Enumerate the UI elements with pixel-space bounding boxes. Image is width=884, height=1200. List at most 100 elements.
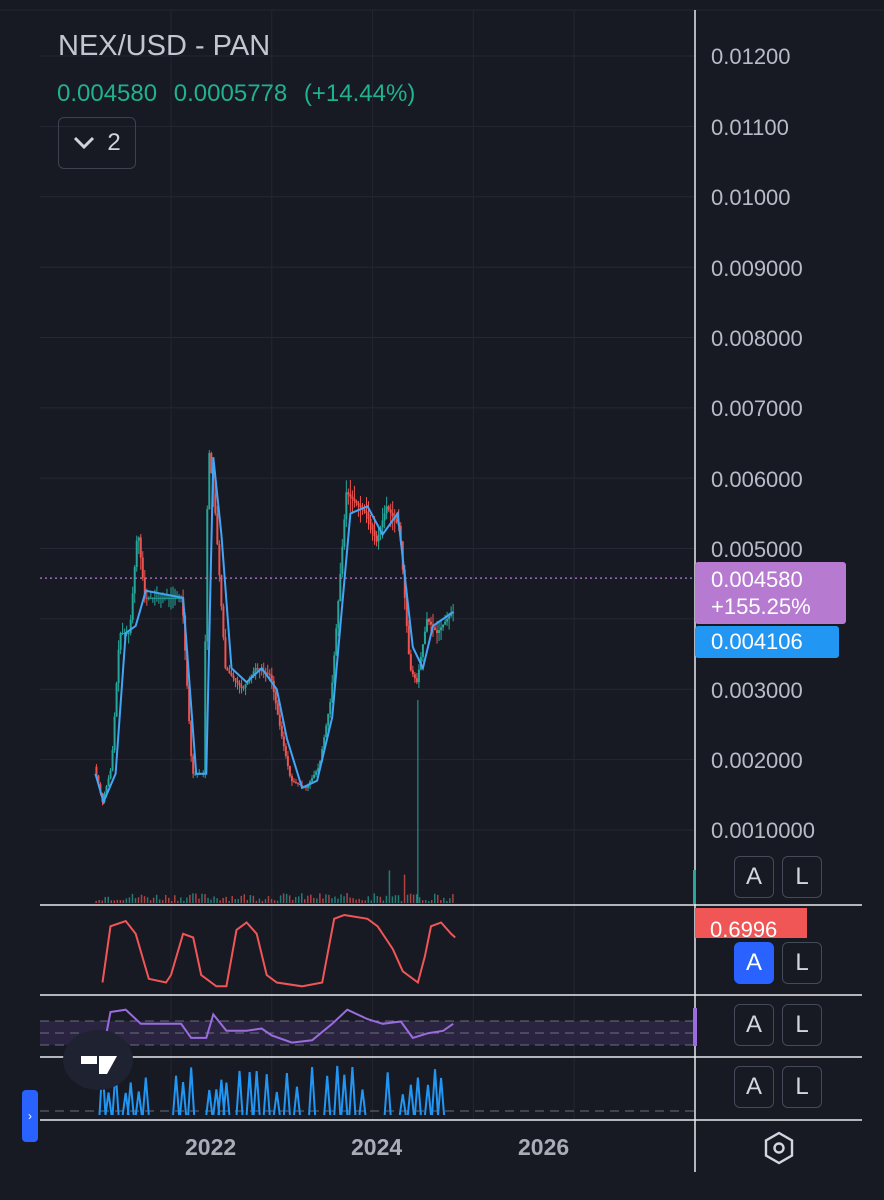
candle-body	[375, 535, 378, 542]
quote-line: 0.004580 0.0005778 (+14.44%)	[57, 80, 425, 108]
volume-bar	[216, 898, 218, 903]
log-scale-button[interactable]: L	[782, 1004, 822, 1046]
price-change: 0.0005778	[173, 80, 288, 107]
volume-bar	[180, 897, 182, 903]
volume-bar	[400, 900, 403, 903]
candle-body	[137, 537, 140, 541]
oscillator-value-tag: 0.6996	[695, 908, 807, 938]
candle-body	[284, 746, 287, 757]
candle-body	[349, 494, 352, 497]
price-axis-label: 0.002000	[711, 748, 803, 773]
collapse-indicators-button[interactable]: 2	[58, 117, 136, 169]
candle-body	[266, 672, 269, 674]
volume-bar	[143, 896, 146, 903]
moving-average-tag: 0.004106	[695, 626, 839, 658]
candle-body	[97, 775, 100, 785]
candle-body	[282, 736, 285, 747]
price-axis-label: 0.01200	[711, 44, 791, 69]
auto-scale-button[interactable]: A	[734, 856, 774, 898]
volume-bar	[237, 899, 240, 903]
volume-bar	[95, 900, 97, 903]
candle-body	[409, 654, 412, 671]
rsi-pane	[40, 1008, 695, 1046]
candle-body	[425, 618, 428, 632]
candle-body	[276, 703, 279, 715]
volume-bar	[122, 900, 125, 903]
volume-bar	[358, 898, 360, 903]
candle-body	[363, 509, 366, 512]
volume-bar	[449, 898, 451, 903]
volume-bar	[192, 893, 194, 903]
candle-body	[296, 783, 299, 785]
volume-bar	[240, 895, 243, 903]
chevron-right-icon[interactable]: ›	[22, 1090, 38, 1142]
auto-scale-button[interactable]: A	[734, 1004, 774, 1046]
candle-body	[329, 702, 332, 714]
volume-bar	[243, 894, 246, 903]
log-scale-button[interactable]: L	[782, 1066, 822, 1108]
auto-scale-button-active[interactable]: A	[734, 942, 774, 984]
volume-bar	[161, 900, 164, 903]
candle-body	[240, 685, 243, 689]
spike-mark	[235, 1070, 244, 1116]
candle-body	[317, 768, 320, 772]
candle-body	[355, 500, 358, 504]
candle-body	[105, 786, 108, 795]
volume-bar	[140, 894, 143, 903]
candle-body	[377, 534, 380, 542]
candle-body	[315, 771, 318, 775]
price-change-pct: (+14.44%)	[303, 80, 416, 107]
candle-body	[290, 775, 293, 782]
candle-body	[165, 597, 168, 599]
volume-bar	[322, 898, 324, 903]
rsi-axis-marker	[693, 1008, 697, 1046]
candle-body	[383, 513, 386, 521]
spike-mark	[245, 1072, 254, 1116]
spike-mark	[272, 1091, 281, 1116]
candle-body	[323, 737, 326, 750]
volume-bar	[228, 900, 230, 903]
candle-body	[260, 670, 263, 672]
spike-mark	[187, 1067, 196, 1116]
candle-body	[222, 606, 225, 638]
price-axis-label: 0.006000	[711, 467, 803, 492]
auto-scale-button[interactable]: A	[734, 1066, 774, 1108]
volume-bar	[403, 874, 406, 903]
spike-mark	[217, 1079, 226, 1116]
spike-mark	[413, 1077, 422, 1116]
spike-mark	[437, 1077, 446, 1116]
candle-body	[216, 513, 219, 545]
candle-body	[365, 511, 368, 514]
volume-bar	[107, 896, 110, 903]
volume-bar	[171, 900, 173, 903]
chevron-down-icon	[74, 136, 95, 150]
log-scale-button[interactable]: L	[782, 942, 822, 984]
candle-body	[131, 593, 134, 620]
candle-body	[194, 773, 197, 775]
candle-body	[436, 630, 439, 633]
candle-body	[244, 684, 247, 688]
volume-bar	[361, 900, 363, 903]
candle-body	[176, 597, 179, 599]
spike-mark	[262, 1074, 271, 1116]
candle-body	[321, 749, 324, 761]
volume-bar	[249, 895, 252, 903]
candle-body	[381, 520, 384, 528]
oscillator-line	[101, 913, 456, 988]
log-scale-button[interactable]: L	[782, 856, 822, 898]
hexagon-settings-icon[interactable]	[762, 1131, 796, 1165]
volume-bar	[219, 900, 221, 903]
volume-bar	[294, 896, 297, 903]
volume-bar	[319, 893, 321, 903]
volume-bar	[158, 899, 161, 903]
candle-body	[335, 628, 338, 656]
volume-bar	[446, 900, 448, 903]
moving-average-series	[40, 456, 695, 805]
time-axis-label: 2026	[518, 1134, 570, 1160]
candle-body	[107, 778, 110, 787]
candle-body	[313, 774, 316, 779]
candle-body	[204, 641, 207, 774]
spike-mark	[282, 1072, 291, 1116]
volume-bar	[198, 898, 200, 903]
